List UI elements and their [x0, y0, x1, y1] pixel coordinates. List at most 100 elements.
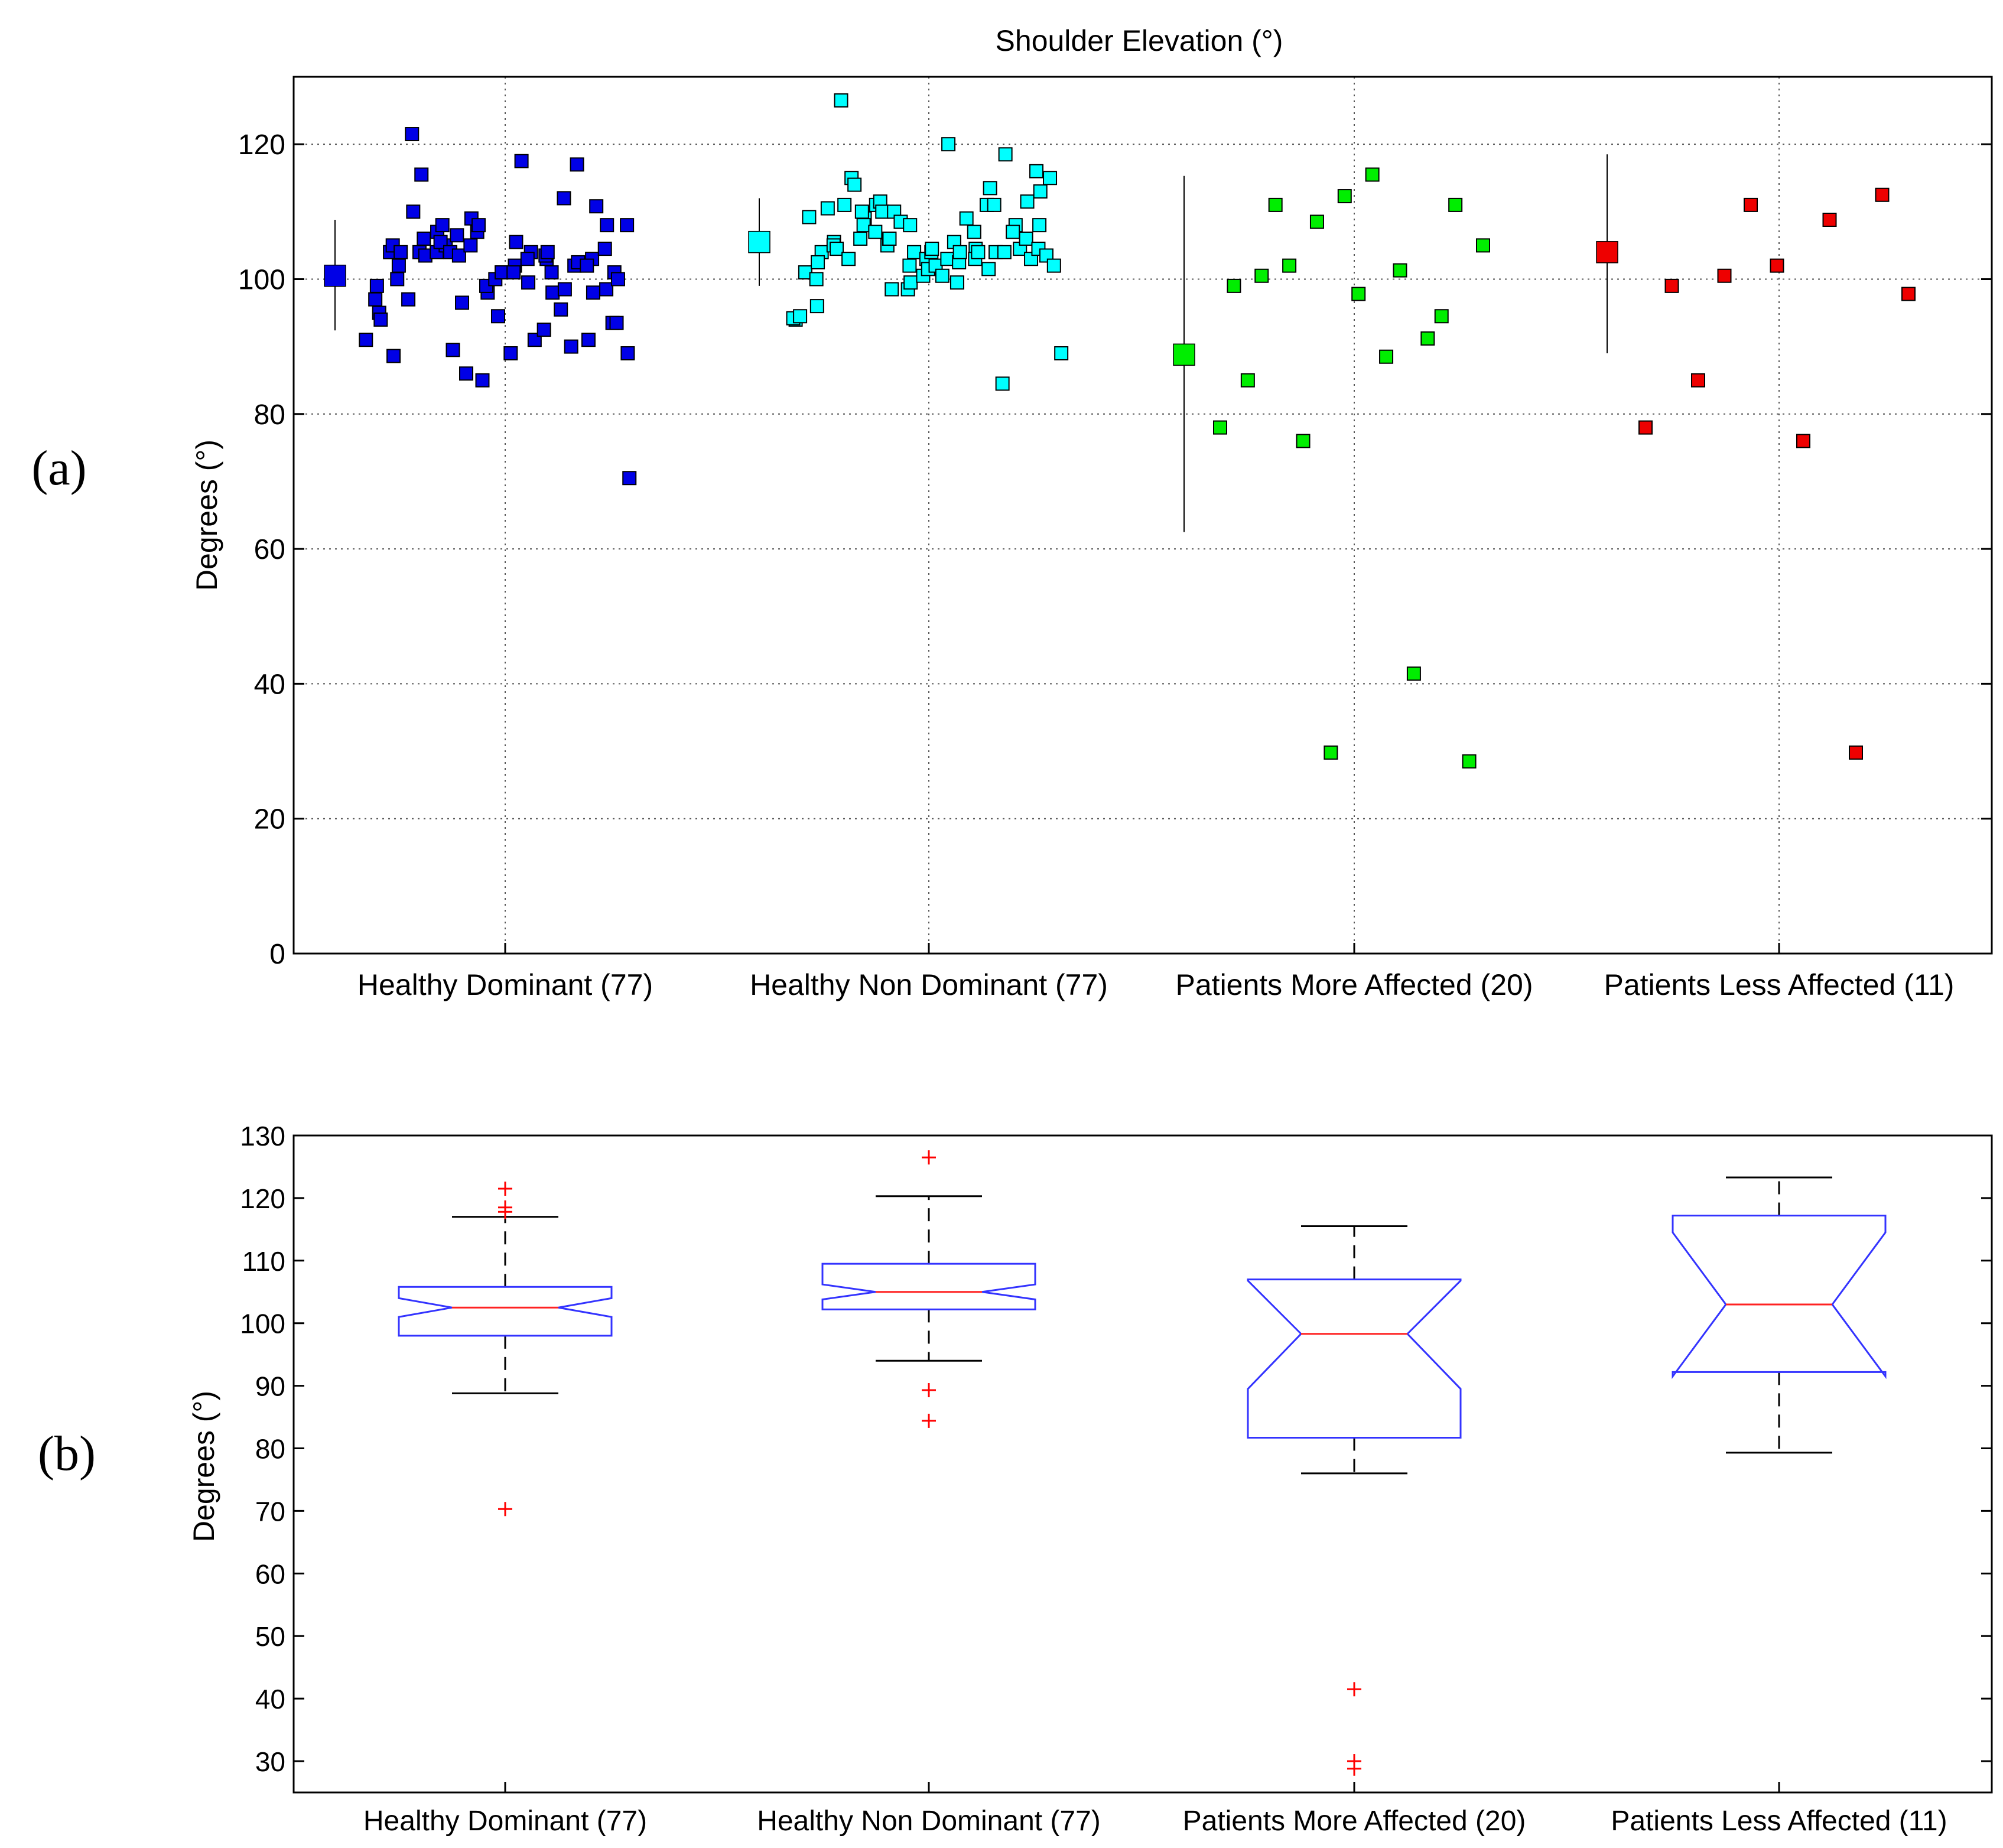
data-point: [1462, 754, 1477, 769]
x-ticks-b: Healthy Dominant (77) Healthy Non Dominan…: [363, 1782, 1947, 1837]
data-point: [386, 349, 401, 363]
data-point: [903, 275, 918, 290]
data-point: [1744, 197, 1758, 212]
plot-frame-b: [292, 1134, 1993, 1794]
data-point: [570, 157, 584, 172]
chart-title: Shoulder Elevation (°): [996, 24, 1283, 57]
data-point: [1875, 187, 1890, 202]
data-point: [1849, 745, 1863, 760]
data-point: [1054, 346, 1069, 361]
x-tick-label: Healthy Dominant (77): [363, 1805, 647, 1837]
y-tick-label: 80: [255, 1434, 285, 1465]
data-point: [1006, 225, 1020, 239]
data-point: [902, 258, 917, 273]
data-point: [446, 343, 460, 357]
y-tick-label: 80: [254, 399, 285, 431]
notched-box: [1247, 1278, 1462, 1439]
data-point: [1365, 167, 1380, 182]
data-point: [401, 292, 416, 307]
data-point: [971, 245, 986, 259]
y-tick-label: 120: [240, 1183, 285, 1214]
data-point: [1664, 278, 1679, 293]
data-point: [545, 285, 560, 300]
data-point: [882, 231, 897, 246]
data-point: [600, 218, 614, 233]
data-point: [830, 242, 844, 256]
data-point: [406, 204, 421, 219]
y-tick-label: 100: [238, 264, 285, 295]
data-point: [557, 191, 571, 206]
x-tick-label: Healthy Non Dominant (77): [757, 1805, 1101, 1837]
mean-marker: [1173, 343, 1195, 366]
data-point: [856, 218, 871, 233]
data-point: [435, 218, 450, 233]
data-point: [1770, 258, 1784, 273]
data-point: [1019, 231, 1033, 246]
grid-lines-a: [294, 77, 1992, 954]
data-point: [599, 282, 614, 297]
data-point: [952, 245, 967, 259]
data-point: [620, 218, 635, 233]
data-point: [610, 272, 625, 287]
data-point: [557, 282, 572, 297]
y-tick-label: 50: [255, 1621, 285, 1652]
y-tick-label: 130: [240, 1121, 285, 1151]
data-point: [1717, 268, 1732, 283]
y-tick-label: 60: [254, 534, 285, 565]
y-ticks-a: 0 20 40 60 80 100 120: [238, 129, 1992, 970]
data-point: [1691, 373, 1705, 388]
x-tick-label: Healthy Dominant (77): [357, 968, 653, 1001]
data-point: [1032, 218, 1047, 233]
data-point: [1796, 434, 1810, 448]
x-tick-label: Patients Less Affected (11): [1611, 1805, 1947, 1837]
data-point: [509, 235, 523, 249]
data-point: [405, 127, 420, 142]
sd-bars-a: [324, 154, 1618, 532]
data-point: [463, 238, 478, 253]
data-point: [875, 204, 890, 219]
data-point: [450, 228, 464, 243]
data-point: [809, 272, 824, 287]
data-point: [907, 245, 922, 259]
data-point: [847, 177, 862, 192]
data-point: [853, 231, 868, 246]
notched-box: [398, 1286, 613, 1337]
data-point: [1393, 263, 1407, 278]
data-point: [1337, 189, 1352, 204]
data-point: [950, 275, 964, 290]
data-point: [997, 245, 1012, 259]
data-point: [597, 242, 612, 256]
data-point: [1268, 197, 1283, 212]
data-point: [1240, 373, 1255, 388]
data-point: [1033, 184, 1048, 199]
data-point: [581, 333, 596, 347]
data-point: [1227, 278, 1241, 293]
mean-marker: [324, 265, 346, 287]
data-point: [1309, 214, 1324, 229]
data-point: [940, 252, 955, 266]
y-tick-label: 100: [240, 1309, 285, 1339]
y-axis-label-a: Degrees (°): [190, 440, 223, 591]
boxplot-panel: Degrees (°) 30 40 50 60 70 80 90 100 110 120 130 H…: [187, 1121, 1993, 1837]
data-point: [995, 376, 1010, 391]
panel-b-label: (b): [38, 1426, 96, 1481]
data-point: [903, 218, 918, 233]
data-point: [503, 346, 518, 361]
data-point: [793, 309, 808, 324]
data-points-a: [359, 93, 1916, 769]
panel-a-label: (a): [31, 441, 86, 496]
data-point: [475, 373, 490, 388]
data-point: [609, 315, 624, 330]
mean-marker: [748, 230, 770, 253]
data-point: [1638, 420, 1653, 435]
data-point: [554, 302, 568, 317]
data-point: [1324, 745, 1338, 760]
data-point: [544, 265, 559, 280]
data-point: [451, 248, 466, 263]
y-tick-label: 30: [255, 1746, 285, 1777]
data-point: [521, 275, 536, 290]
data-point: [586, 285, 600, 300]
y-tick-label: 110: [242, 1246, 285, 1277]
data-point: [841, 252, 856, 266]
